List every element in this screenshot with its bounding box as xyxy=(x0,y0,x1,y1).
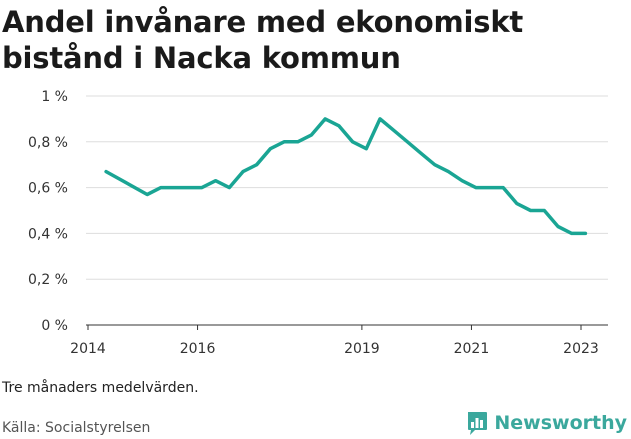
x-tick-label: 2014 xyxy=(70,341,106,357)
y-tick-label: 0,2 % xyxy=(28,272,68,288)
x-tick-label: 2021 xyxy=(454,341,490,357)
x-tick-label: 2019 xyxy=(344,341,380,357)
x-axis: 2014 2016 2019 2021 2023 xyxy=(70,325,599,357)
y-tick-label: 0,6 % xyxy=(28,181,68,197)
y-tick-label: 0,8 % xyxy=(28,135,68,151)
chart-note: Tre månaders medelvärden. xyxy=(2,380,199,396)
y-tick-label: 1 % xyxy=(41,89,68,105)
y-tick-label: 0 % xyxy=(41,318,68,334)
newsworthy-logo-icon xyxy=(468,412,488,435)
gridlines xyxy=(86,95,608,326)
x-tick-label: 2023 xyxy=(563,341,599,357)
chart-title: Andel invånare med ekonomiskt bistånd i … xyxy=(2,5,524,75)
brand[interactable]: Newsworthy xyxy=(466,410,627,436)
series xyxy=(104,117,588,236)
brand-name: Newsworthy xyxy=(494,412,627,434)
series-line xyxy=(104,117,588,236)
source-credit: Källa: Socialstyrelsen xyxy=(2,420,151,436)
y-axis-labels: 0 % 0,2 % 0,4 % 0,6 % 0,8 % 1 % xyxy=(28,89,68,334)
x-tick-label: 2016 xyxy=(180,341,216,357)
y-tick-label: 0,4 % xyxy=(28,226,68,242)
